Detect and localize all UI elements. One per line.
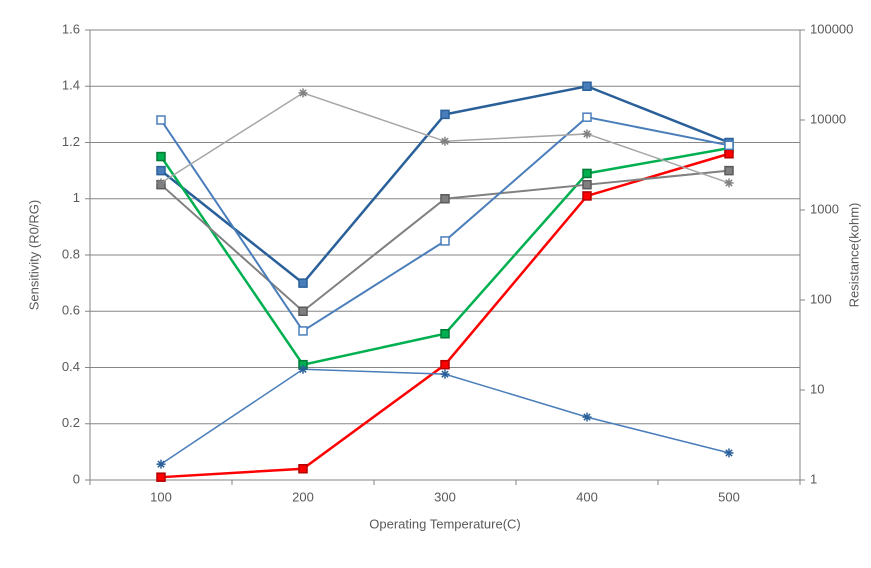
svg-text:100: 100 (810, 291, 832, 306)
svg-text:Operating Temperature(C): Operating Temperature(C) (369, 516, 521, 531)
svg-text:1000: 1000 (810, 201, 839, 216)
svg-text:200: 200 (292, 489, 314, 504)
svg-text:500: 500 (718, 489, 740, 504)
svg-text:1.6: 1.6 (62, 21, 80, 36)
svg-text:0: 0 (73, 471, 80, 486)
svg-text:1.4: 1.4 (62, 78, 80, 93)
svg-text:1.2: 1.2 (62, 134, 80, 149)
svg-text:100: 100 (150, 489, 172, 504)
svg-text:0.4: 0.4 (62, 359, 80, 374)
svg-text:0.8: 0.8 (62, 246, 80, 261)
svg-text:400: 400 (576, 489, 598, 504)
svg-text:10000: 10000 (810, 111, 846, 126)
svg-text:Sensitivity (R0/RG): Sensitivity (R0/RG) (26, 200, 41, 311)
svg-text:100000: 100000 (810, 21, 853, 36)
svg-text:1: 1 (73, 190, 80, 205)
svg-text:0.2: 0.2 (62, 415, 80, 430)
svg-text:300: 300 (434, 489, 456, 504)
sensitivity-resistance-chart: 0 0.2 0.4 0.6 0.8 1 1.2 1.4 1.6 1 10 100 1000 10000 10… (0, 0, 871, 568)
series-blue-asterisk (161, 369, 729, 464)
chart-container: { "chart": { "type": "line-dual-axis", "… (0, 0, 871, 568)
svg-text:10: 10 (810, 381, 824, 396)
svg-text:1: 1 (810, 471, 817, 486)
svg-text:0.6: 0.6 (62, 303, 80, 318)
svg-text:Resistance(kohm): Resistance(kohm) (846, 203, 861, 308)
series-blue-hollow-square (161, 117, 729, 331)
